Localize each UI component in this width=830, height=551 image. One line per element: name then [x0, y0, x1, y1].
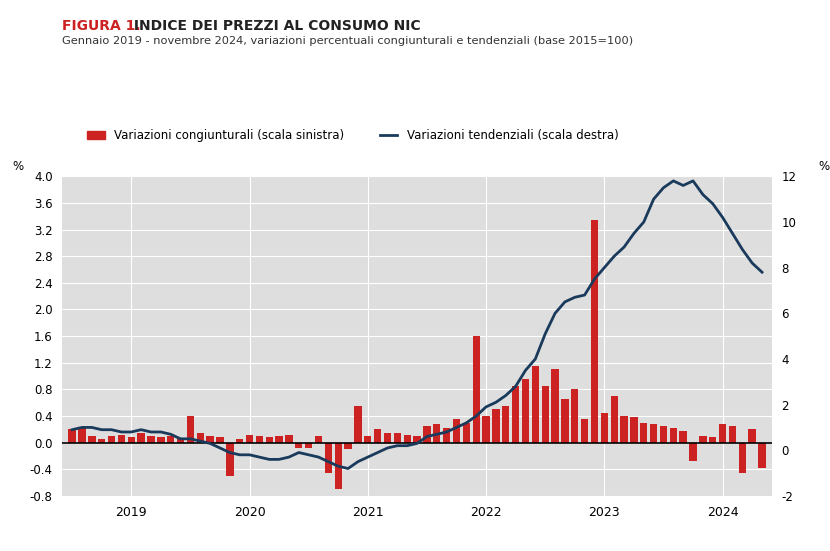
Bar	[690, 442, 696, 461]
Bar	[286, 435, 293, 442]
Bar	[78, 428, 85, 442]
Bar	[541, 386, 549, 442]
Bar	[443, 428, 451, 442]
Bar	[680, 431, 687, 442]
Bar	[739, 442, 746, 473]
Bar	[187, 416, 194, 442]
Bar	[246, 435, 253, 442]
Bar	[138, 433, 144, 442]
Bar	[670, 428, 677, 442]
Bar	[197, 433, 204, 442]
Bar	[157, 437, 164, 442]
Bar	[256, 436, 263, 442]
Bar	[502, 406, 510, 442]
Bar	[383, 433, 391, 442]
Bar	[759, 442, 766, 468]
Bar	[492, 409, 500, 442]
Bar	[581, 419, 588, 442]
Bar	[98, 439, 105, 442]
Bar	[207, 436, 214, 442]
Bar	[719, 424, 726, 442]
Bar	[226, 442, 233, 476]
Bar	[295, 442, 302, 448]
Bar	[403, 435, 411, 442]
Bar	[620, 416, 627, 442]
Text: %: %	[818, 160, 829, 173]
Bar	[611, 396, 618, 442]
Bar	[650, 424, 657, 442]
Bar	[482, 416, 490, 442]
Bar	[315, 436, 322, 442]
Bar	[512, 386, 520, 442]
Bar	[561, 399, 569, 442]
Bar	[462, 423, 470, 442]
Bar	[433, 424, 441, 442]
Bar	[334, 442, 342, 489]
Bar	[167, 436, 174, 442]
Text: FIGURA 1.: FIGURA 1.	[62, 19, 141, 33]
Bar	[364, 436, 372, 442]
Bar	[423, 426, 431, 442]
Bar	[413, 436, 421, 442]
Bar	[393, 433, 401, 442]
Bar	[591, 220, 598, 442]
Bar	[354, 406, 362, 442]
Bar	[236, 439, 243, 442]
Bar	[699, 436, 706, 442]
Legend: Variazioni congiunturali (scala sinistra), Variazioni tendenziali (scala destra): Variazioni congiunturali (scala sinistra…	[82, 125, 623, 147]
Bar	[217, 437, 223, 442]
Bar	[660, 426, 667, 442]
Bar	[344, 442, 352, 449]
Bar	[276, 436, 283, 442]
Bar	[128, 437, 135, 442]
Bar	[532, 366, 539, 442]
Bar	[305, 442, 312, 448]
Bar	[571, 390, 579, 442]
Bar	[630, 417, 637, 442]
Bar	[147, 436, 154, 442]
Bar	[108, 436, 115, 442]
Bar	[266, 437, 273, 442]
Bar	[118, 435, 125, 442]
Bar	[68, 429, 76, 442]
Bar	[601, 413, 608, 442]
Bar	[729, 426, 736, 442]
Bar	[177, 439, 184, 442]
Bar	[640, 423, 647, 442]
Text: Gennaio 2019 - novembre 2024, variazioni percentuali congiunturali e tendenziali: Gennaio 2019 - novembre 2024, variazioni…	[62, 36, 633, 46]
Bar	[325, 442, 332, 473]
Bar	[749, 429, 756, 442]
Bar	[453, 419, 460, 442]
Bar	[709, 437, 716, 442]
Text: %: %	[12, 160, 24, 173]
Bar	[472, 336, 480, 442]
Bar	[88, 436, 95, 442]
Bar	[551, 369, 559, 442]
Text: INDICE DEI PREZZI AL CONSUMO NIC: INDICE DEI PREZZI AL CONSUMO NIC	[129, 19, 420, 33]
Bar	[374, 429, 381, 442]
Bar	[522, 380, 530, 442]
